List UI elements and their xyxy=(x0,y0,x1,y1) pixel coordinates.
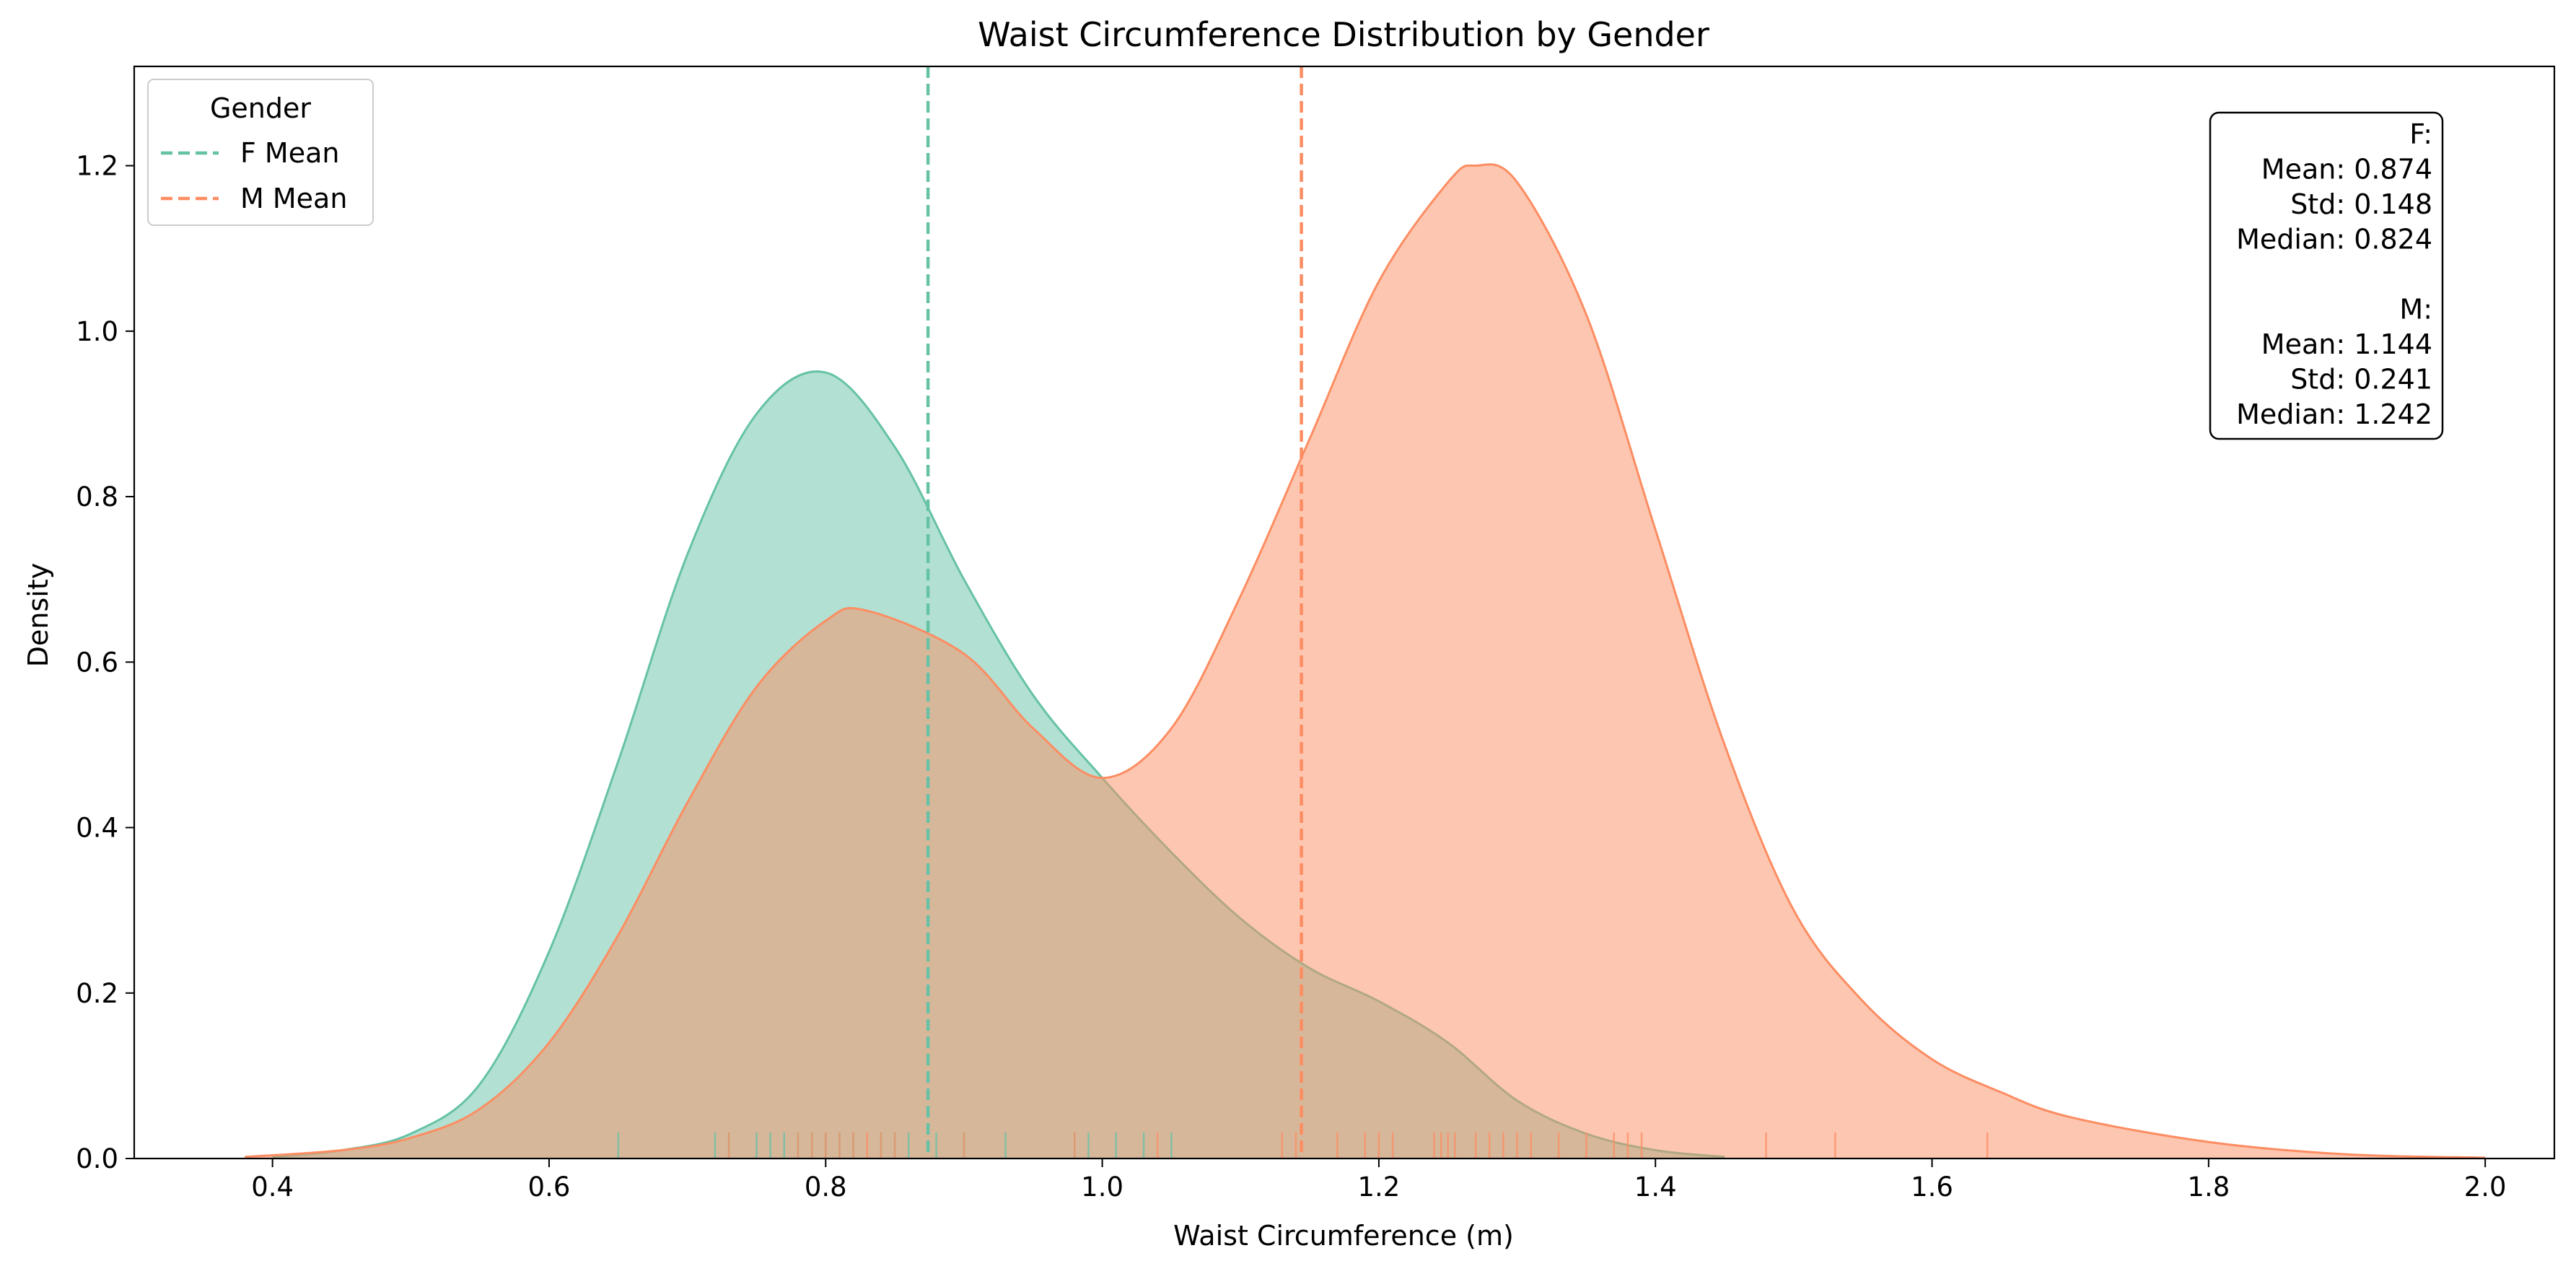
stats-line: Std: 0.148 xyxy=(2290,188,2432,220)
legend-box xyxy=(147,79,374,226)
x-tick-label: 0.4 xyxy=(251,1172,294,1203)
x-tick-label: 2.0 xyxy=(2464,1172,2507,1203)
plot-area: 0.4 0.6 0.8 1.0 1.2 1.4 1.6 1.8 2.0 0.0 0.2 0.4 0.6 0… xyxy=(76,65,2556,1203)
y-tick-label: 0.2 xyxy=(76,978,118,1009)
y-tick-label: 0.6 xyxy=(76,647,118,678)
stats-line: Median: 0.824 xyxy=(2236,224,2432,256)
stats-line: F: xyxy=(2409,118,2432,150)
stats-line: Std: 0.241 xyxy=(2290,364,2432,396)
stats-box xyxy=(2209,111,2444,440)
legend-title: Gender xyxy=(210,92,311,124)
y-tick-label: 0.0 xyxy=(76,1143,118,1174)
y-tick-label: 0.4 xyxy=(76,813,118,844)
stats-line: M: xyxy=(2399,294,2432,326)
x-axis-label: Waist Circumference (m) xyxy=(1173,1220,1514,1252)
legend-label-f: F Mean xyxy=(240,137,339,169)
stats-line: Median: 1.242 xyxy=(2236,398,2432,430)
x-tick-label: 1.6 xyxy=(1911,1172,1953,1203)
density-line-m xyxy=(245,163,2486,1159)
x-tick-label: 1.0 xyxy=(1081,1172,1123,1203)
x-tick-label: 0.6 xyxy=(528,1172,571,1203)
x-tick-label: 0.8 xyxy=(805,1172,847,1203)
y-axis-label: Density xyxy=(22,563,54,667)
chart-title: Waist Circumference Distribution by Gend… xyxy=(978,15,1709,54)
x-tick-label: 1.8 xyxy=(2187,1172,2230,1203)
plot-frame xyxy=(133,65,2556,1160)
x-tick-label: 1.2 xyxy=(1357,1172,1400,1203)
density-area-m xyxy=(245,164,2486,1159)
y-tick-label: 1.0 xyxy=(76,316,118,347)
stats-line: Mean: 1.144 xyxy=(2261,328,2432,360)
y-tick-label: 1.2 xyxy=(76,151,118,182)
y-tick-label: 0.8 xyxy=(76,481,118,512)
x-tick-label: 1.4 xyxy=(1634,1172,1677,1203)
legend-label-m: M Mean xyxy=(240,183,347,214)
stats-line: Mean: 0.874 xyxy=(2261,154,2432,186)
